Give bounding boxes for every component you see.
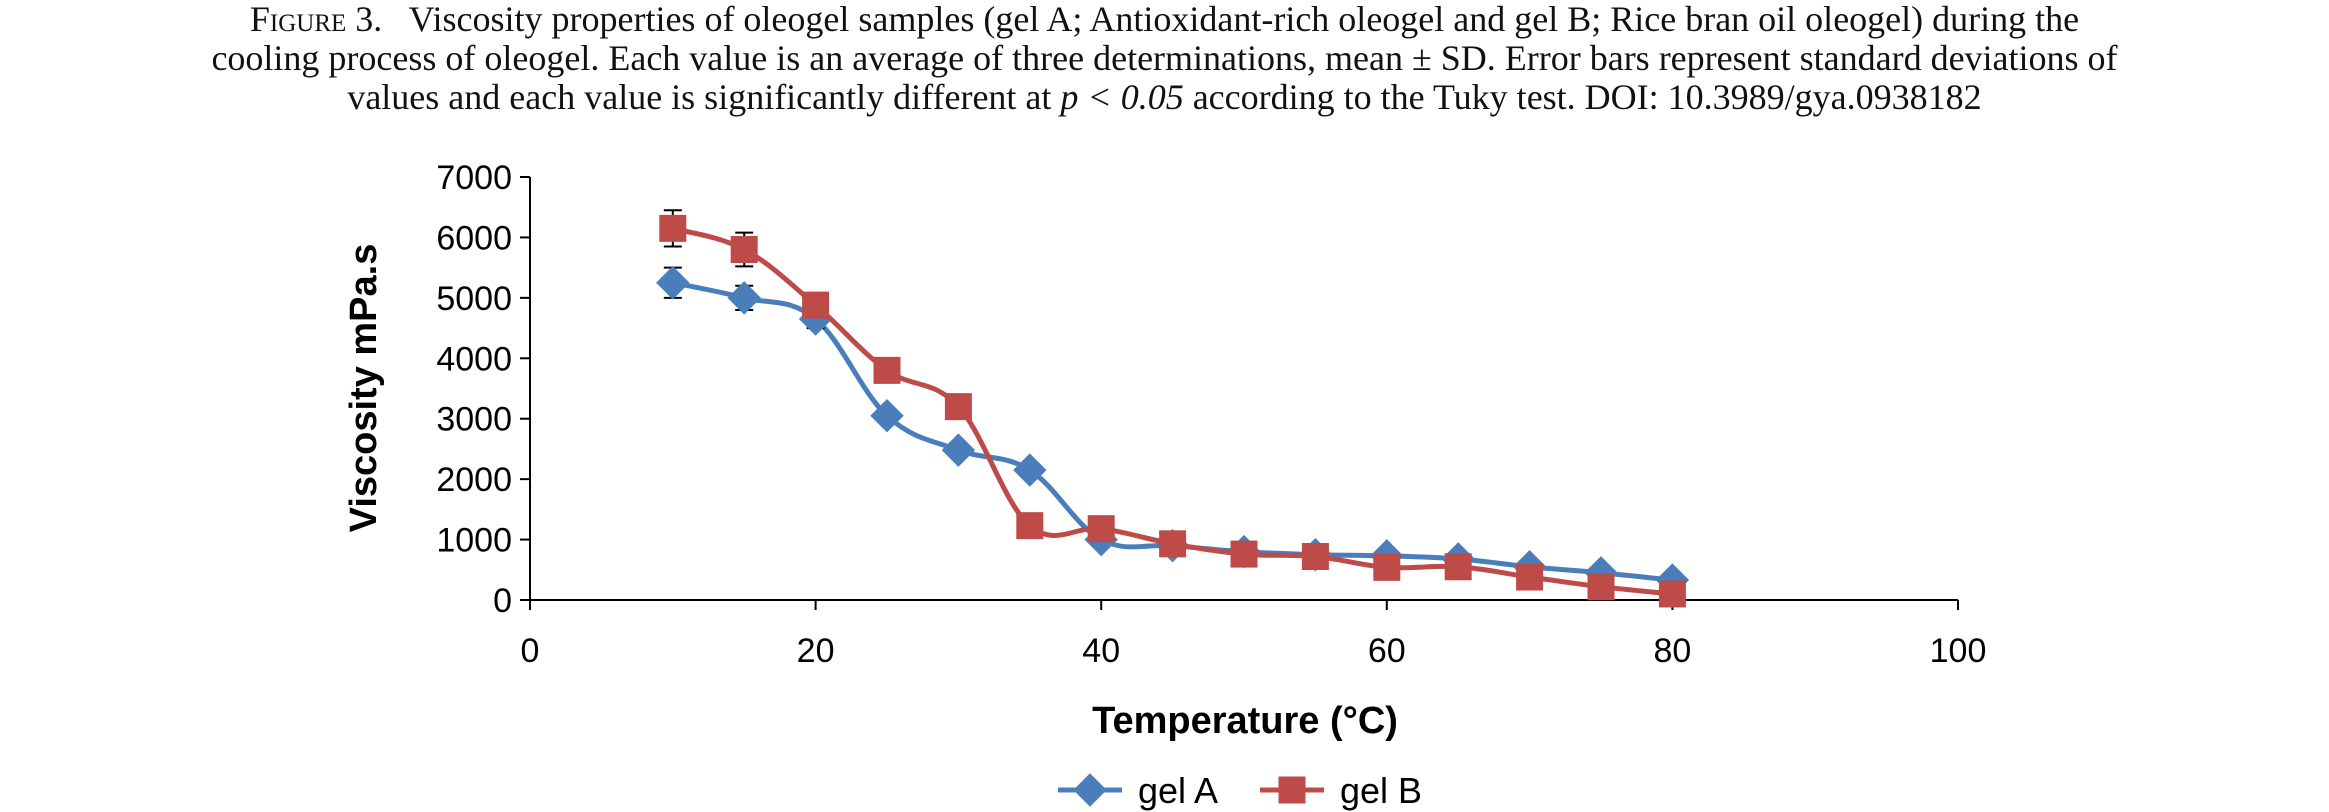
legend-marker-gel-b	[1278, 776, 1306, 804]
data-point-gel-b	[1230, 540, 1258, 568]
y-tick-label: 0	[493, 582, 512, 620]
y-tick-label: 6000	[436, 219, 512, 257]
data-point-gel-a	[656, 266, 690, 300]
legend-label-gel-a: gel A	[1138, 770, 1218, 811]
y-tick-label: 2000	[436, 461, 512, 499]
x-tick-label: 40	[1082, 632, 1120, 670]
y-tick-label: 7000	[436, 159, 512, 197]
data-point-gel-b	[1658, 580, 1686, 608]
x-axis-title: Temperature (°C)	[1092, 700, 1398, 742]
caption-line-2: cooling process of oleogel. Each value i…	[211, 38, 2118, 78]
caption-line-1: Figure 3. Viscosity properties of oleoge…	[0, 0, 2329, 39]
y-tick-label: 3000	[436, 401, 512, 439]
x-tick-label: 80	[1653, 632, 1691, 670]
y-axis-title: Viscosity mPa.s	[343, 244, 385, 533]
data-point-gel-b	[802, 291, 830, 319]
data-point-gel-b	[730, 236, 758, 264]
y-tick-label: 5000	[436, 280, 512, 318]
series-line-gel-b	[672, 225, 1673, 597]
legend-item-gel-b: gel B	[1260, 770, 1422, 811]
data-point-gel-b	[1087, 515, 1115, 543]
data-point-gel-a	[870, 398, 904, 433]
data-point-gel-b	[1016, 512, 1044, 540]
x-tick-label: 60	[1368, 632, 1406, 670]
data-point-gel-b	[1373, 553, 1401, 581]
data-point-gel-b	[1516, 563, 1544, 591]
data-point-gel-a	[941, 433, 976, 467]
caption-line-3-post: according to the Tuky test. DOI: 10.3989…	[1192, 77, 1982, 117]
figure-label: Figure 3.	[249, 0, 383, 39]
x-tick-label: 20	[797, 632, 835, 670]
data-point-gel-b	[873, 356, 901, 384]
caption-p-value: p < 0.05	[1060, 77, 1184, 117]
data-point-gel-b	[1587, 573, 1615, 601]
y-tick-label: 4000	[436, 340, 512, 378]
figure-caption: Figure 3. Viscosity properties of oleoge…	[0, 0, 2329, 117]
x-tick-label: 0	[521, 632, 540, 670]
data-point-gel-b	[1159, 530, 1187, 558]
chart-series	[656, 209, 1690, 608]
caption-line-3-pre: values and each value is significantly d…	[347, 77, 1052, 117]
data-point-gel-b	[1444, 553, 1472, 581]
y-tick-label: 1000	[436, 522, 512, 560]
x-tick-label: 100	[1930, 632, 1987, 670]
chart-axes: 0 1000 2000 3000 4000 5000 6000 7000 0 20 40 60 80 10…	[436, 159, 1986, 670]
data-point-gel-b	[944, 393, 972, 421]
caption-line-1-text: Viscosity properties of oleogel samples …	[408, 0, 2080, 39]
data-point-gel-a	[727, 281, 761, 315]
legend-marker-gel-a	[1073, 773, 1107, 807]
data-point-gel-b	[659, 214, 687, 242]
legend-label-gel-b: gel B	[1340, 770, 1422, 811]
chart-legend: gel A gel B	[1058, 770, 1422, 811]
legend-item-gel-a: gel A	[1058, 770, 1218, 811]
data-point-gel-b	[1301, 542, 1329, 570]
data-point-gel-a	[1013, 453, 1047, 487]
caption-line-3: values and each value is significantly d…	[0, 78, 2329, 117]
series-gel-b	[659, 209, 1686, 608]
